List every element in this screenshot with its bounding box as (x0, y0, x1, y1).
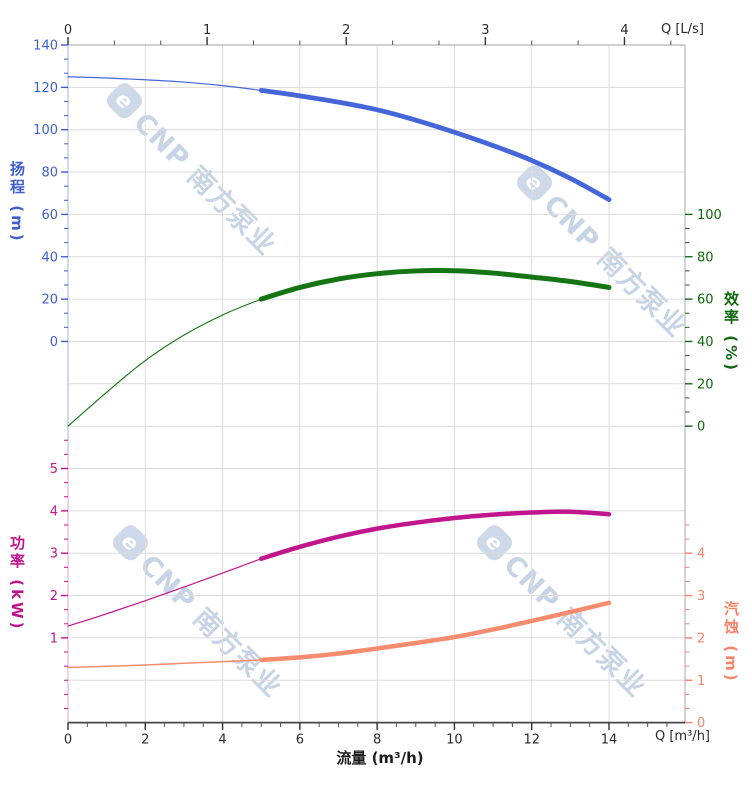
gridlines (68, 45, 685, 723)
tick-label: 0 (697, 716, 705, 731)
tick-label: 1 (50, 631, 58, 646)
head-axis: 140 120 100 80 60 40 20 0 (33, 39, 68, 350)
curve-thin-segment (67, 659, 262, 669)
power-axis-title: 功率 (kW) (8, 535, 26, 632)
tick-label: 2 (342, 23, 350, 38)
tick-label: 60 (41, 208, 58, 223)
tick-label: 4 (697, 547, 705, 562)
curve-power (67, 509, 612, 627)
tick-label: 40 (697, 335, 714, 350)
tick-label: 0 (697, 420, 705, 435)
tick-label: 0 (50, 335, 58, 350)
tick-label: 20 (697, 377, 714, 392)
npsh-axis: 4 3 2 1 0 (685, 524, 705, 731)
tick-label: 80 (41, 166, 58, 181)
tick-label: 12 (523, 733, 540, 748)
tick-label: 3 (697, 589, 705, 604)
curve-thick-segment (258, 87, 612, 202)
tick-label: 0 (64, 23, 72, 38)
tick-label: 14 (601, 733, 618, 748)
tick-label: 6 (296, 733, 304, 748)
npsh-axis-title: 汽蚀 (m) (722, 601, 740, 684)
top-axis-unit-label: Q [L/s] (661, 22, 704, 37)
tick-label: 8 (373, 733, 381, 748)
curve-thin-segment (67, 558, 262, 627)
power-axis: 5 4 3 2 1 (50, 439, 68, 709)
tick-label: 3 (50, 547, 58, 562)
tick-label: 4 (50, 504, 58, 519)
bottom-axis: 0 2 4 6 8 10 12 14 (64, 722, 668, 748)
x-axis-title: 流量 (m³/h) (336, 749, 424, 767)
tick-label: 2 (50, 589, 58, 604)
tick-label: 140 (33, 39, 58, 54)
efficiency-axis-title: 效率 (%) (722, 291, 740, 373)
tick-label: 40 (41, 250, 58, 265)
tick-label: 10 (446, 733, 463, 748)
curve-head (67, 76, 612, 202)
tick-label: 5 (50, 462, 58, 477)
efficiency-axis: 100 80 60 40 20 0 (685, 208, 722, 435)
tick-label: 20 (41, 293, 58, 308)
curve-npsh (67, 600, 612, 669)
curve-eff (67, 268, 612, 427)
curve-thick-segment (258, 509, 612, 561)
top-axis: 0 1 2 3 4 (64, 23, 672, 45)
tick-label: 120 (33, 81, 58, 96)
tick-label: 100 (697, 208, 722, 223)
curve-thin-segment (67, 298, 262, 427)
head-axis-title: 扬程 (m) (8, 161, 26, 244)
tick-label: 2 (141, 733, 149, 748)
tick-label: 2 (697, 631, 705, 646)
tick-label: 1 (203, 23, 211, 38)
curve-thin-segment (67, 76, 262, 91)
tick-label: 0 (64, 733, 72, 748)
curve-thick-segment (258, 600, 612, 663)
bottom-axis-unit-label: Q [m³/h] (655, 729, 711, 744)
tick-label: 4 (620, 23, 628, 38)
tick-label: 60 (697, 293, 714, 308)
tick-label: 80 (697, 250, 714, 265)
tick-label: 1 (697, 674, 705, 689)
tick-label: 3 (481, 23, 489, 38)
tick-label: 100 (33, 123, 58, 138)
tick-label: 4 (218, 733, 226, 748)
curve-thick-segment (258, 268, 612, 302)
